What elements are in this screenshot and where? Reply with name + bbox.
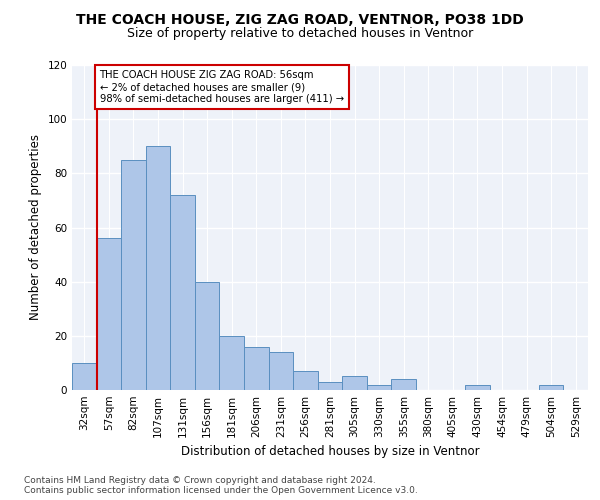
Y-axis label: Number of detached properties: Number of detached properties (29, 134, 42, 320)
Bar (465, 384, 490, 390)
X-axis label: Distribution of detached houses by size in Ventnor: Distribution of detached houses by size … (181, 446, 479, 458)
Bar (170, 195, 195, 390)
Bar (342, 376, 367, 390)
Bar (97, 238, 121, 390)
Bar (293, 371, 318, 390)
Bar (391, 379, 416, 390)
Bar (244, 346, 269, 390)
Bar (121, 160, 146, 390)
Bar (146, 146, 170, 390)
Bar (220, 336, 244, 390)
Bar (195, 282, 220, 390)
Bar (72, 363, 97, 390)
Text: THE COACH HOUSE, ZIG ZAG ROAD, VENTNOR, PO38 1DD: THE COACH HOUSE, ZIG ZAG ROAD, VENTNOR, … (76, 12, 524, 26)
Text: Size of property relative to detached houses in Ventnor: Size of property relative to detached ho… (127, 28, 473, 40)
Text: Contains HM Land Registry data © Crown copyright and database right 2024.
Contai: Contains HM Land Registry data © Crown c… (24, 476, 418, 495)
Bar (367, 384, 391, 390)
Bar (269, 352, 293, 390)
Bar (318, 382, 342, 390)
Bar (539, 384, 563, 390)
Text: THE COACH HOUSE ZIG ZAG ROAD: 56sqm
← 2% of detached houses are smaller (9)
98% : THE COACH HOUSE ZIG ZAG ROAD: 56sqm ← 2%… (100, 70, 344, 104)
